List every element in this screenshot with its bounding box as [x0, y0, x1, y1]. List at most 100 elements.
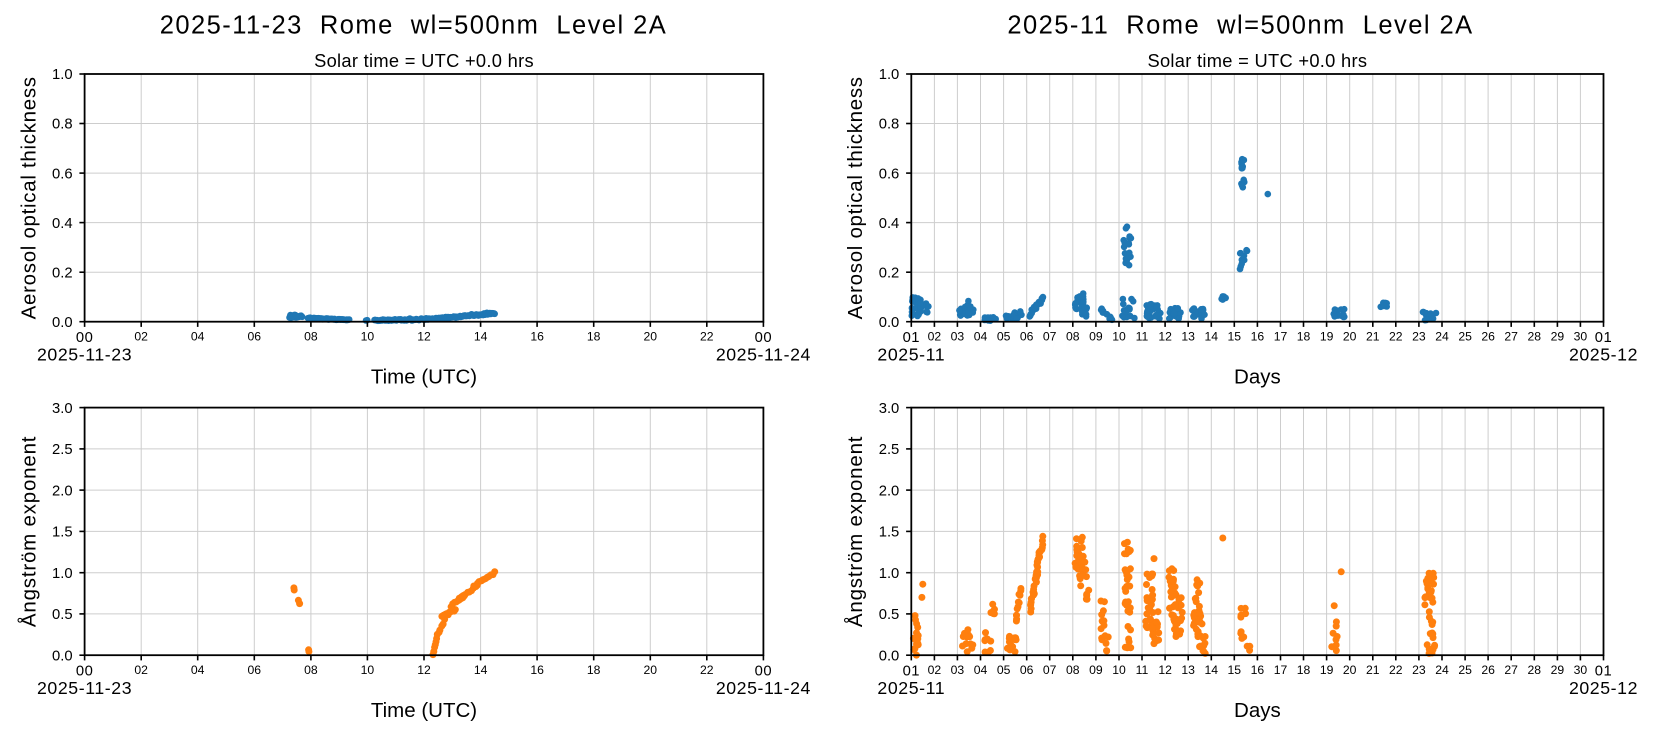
svg-text:01: 01	[1595, 330, 1612, 346]
svg-text:18: 18	[1297, 663, 1311, 677]
svg-text:24: 24	[1435, 329, 1449, 343]
svg-text:11: 11	[1136, 329, 1149, 343]
svg-text:15: 15	[1228, 329, 1242, 343]
svg-text:06: 06	[1020, 663, 1034, 677]
svg-text:10: 10	[361, 329, 375, 343]
svg-text:15: 15	[1228, 663, 1242, 677]
svg-text:20: 20	[644, 663, 658, 677]
svg-text:06: 06	[248, 329, 262, 343]
svg-text:18: 18	[587, 329, 601, 343]
svg-text:2025-12: 2025-12	[1569, 344, 1638, 364]
svg-text:10: 10	[361, 663, 375, 677]
svg-text:2025-11 Rome wl=500nm Level: 2025-11 Rome wl=500nm Level 2A	[1007, 12, 1473, 40]
svg-text:28: 28	[1528, 663, 1542, 677]
svg-text:00: 00	[755, 664, 772, 680]
svg-text:21: 21	[1366, 663, 1380, 677]
svg-text:Time (UTC): Time (UTC)	[371, 366, 477, 389]
svg-text:0.4: 0.4	[879, 216, 900, 232]
svg-text:20: 20	[1343, 329, 1357, 343]
svg-text:14: 14	[1205, 329, 1219, 343]
svg-text:16: 16	[530, 663, 544, 677]
svg-text:16: 16	[1251, 663, 1265, 677]
svg-text:12: 12	[1158, 329, 1172, 343]
svg-text:26: 26	[1481, 663, 1495, 677]
svg-text:12: 12	[417, 329, 431, 343]
svg-text:1.0: 1.0	[52, 566, 73, 582]
svg-text:25: 25	[1458, 663, 1472, 677]
svg-text:21: 21	[1366, 329, 1380, 343]
svg-text:2025-11-23: 2025-11-23	[37, 344, 132, 364]
svg-text:0.6: 0.6	[52, 166, 73, 182]
svg-text:1.5: 1.5	[52, 525, 73, 541]
svg-text:29: 29	[1551, 329, 1565, 343]
svg-text:22: 22	[1389, 329, 1403, 343]
svg-text:19: 19	[1320, 329, 1334, 343]
svg-text:0.0: 0.0	[879, 648, 900, 664]
svg-text:0.0: 0.0	[52, 315, 73, 331]
svg-text:1.0: 1.0	[52, 67, 73, 83]
svg-text:09: 09	[1089, 663, 1103, 677]
svg-text:23: 23	[1412, 663, 1426, 677]
svg-text:0.8: 0.8	[52, 117, 73, 133]
svg-text:0.0: 0.0	[52, 648, 73, 664]
svg-text:16: 16	[1251, 329, 1265, 343]
svg-text:00: 00	[76, 664, 93, 680]
svg-text:17: 17	[1274, 663, 1288, 677]
svg-text:07: 07	[1043, 663, 1057, 677]
svg-text:Ångström exponent: Ångström exponent	[18, 436, 41, 627]
svg-text:0.5: 0.5	[52, 607, 73, 623]
svg-text:30: 30	[1574, 329, 1588, 343]
svg-text:13: 13	[1181, 663, 1195, 677]
svg-text:06: 06	[1020, 329, 1034, 343]
svg-text:08: 08	[304, 329, 318, 343]
svg-text:22: 22	[700, 663, 714, 677]
svg-text:14: 14	[474, 329, 488, 343]
svg-text:05: 05	[997, 663, 1011, 677]
svg-text:14: 14	[474, 663, 488, 677]
svg-text:2.0: 2.0	[879, 483, 900, 499]
svg-text:0.2: 0.2	[52, 265, 73, 281]
svg-text:Time (UTC): Time (UTC)	[371, 699, 477, 722]
svg-text:09: 09	[1089, 329, 1103, 343]
svg-text:Aerosol optical thickness: Aerosol optical thickness	[18, 76, 41, 319]
svg-text:04: 04	[191, 329, 205, 343]
svg-text:08: 08	[1066, 329, 1080, 343]
svg-text:03: 03	[951, 663, 965, 677]
svg-text:0.5: 0.5	[879, 607, 900, 623]
svg-text:0.4: 0.4	[52, 216, 73, 232]
svg-text:2.0: 2.0	[52, 483, 73, 499]
svg-text:2025-11-23 Rome wl=500nm Le: 2025-11-23 Rome wl=500nm Level 2A	[160, 12, 667, 40]
svg-text:2025-11-23: 2025-11-23	[37, 678, 132, 698]
svg-text:27: 27	[1504, 663, 1518, 677]
svg-text:08: 08	[304, 663, 318, 677]
svg-text:19: 19	[1320, 663, 1334, 677]
svg-text:02: 02	[134, 329, 148, 343]
svg-text:0.6: 0.6	[879, 166, 900, 182]
svg-text:2025-11: 2025-11	[877, 344, 945, 364]
svg-text:07: 07	[1043, 329, 1057, 343]
svg-text:1.0: 1.0	[879, 67, 900, 83]
svg-text:04: 04	[974, 329, 988, 343]
svg-text:0.2: 0.2	[879, 265, 900, 281]
svg-text:14: 14	[1205, 663, 1219, 677]
svg-text:2025-12: 2025-12	[1569, 678, 1638, 698]
svg-text:2025-11: 2025-11	[877, 678, 945, 698]
svg-text:17: 17	[1274, 329, 1288, 343]
svg-text:Ångström exponent: Ångström exponent	[844, 436, 867, 627]
svg-text:01: 01	[903, 664, 920, 680]
svg-text:3.0: 3.0	[52, 401, 73, 417]
svg-text:Solar time = UTC +0.0 hrs: Solar time = UTC +0.0 hrs	[1147, 50, 1367, 71]
svg-text:1.5: 1.5	[879, 525, 900, 541]
svg-text:25: 25	[1458, 329, 1472, 343]
svg-text:13: 13	[1181, 329, 1195, 343]
svg-text:12: 12	[417, 663, 431, 677]
svg-text:2025-11-24: 2025-11-24	[716, 344, 811, 364]
svg-text:18: 18	[587, 663, 601, 677]
svg-text:10: 10	[1112, 663, 1126, 677]
svg-text:04: 04	[191, 663, 205, 677]
svg-text:23: 23	[1412, 329, 1426, 343]
svg-text:02: 02	[134, 663, 148, 677]
svg-text:16: 16	[530, 329, 544, 343]
svg-text:20: 20	[644, 329, 658, 343]
svg-text:20: 20	[1343, 663, 1357, 677]
